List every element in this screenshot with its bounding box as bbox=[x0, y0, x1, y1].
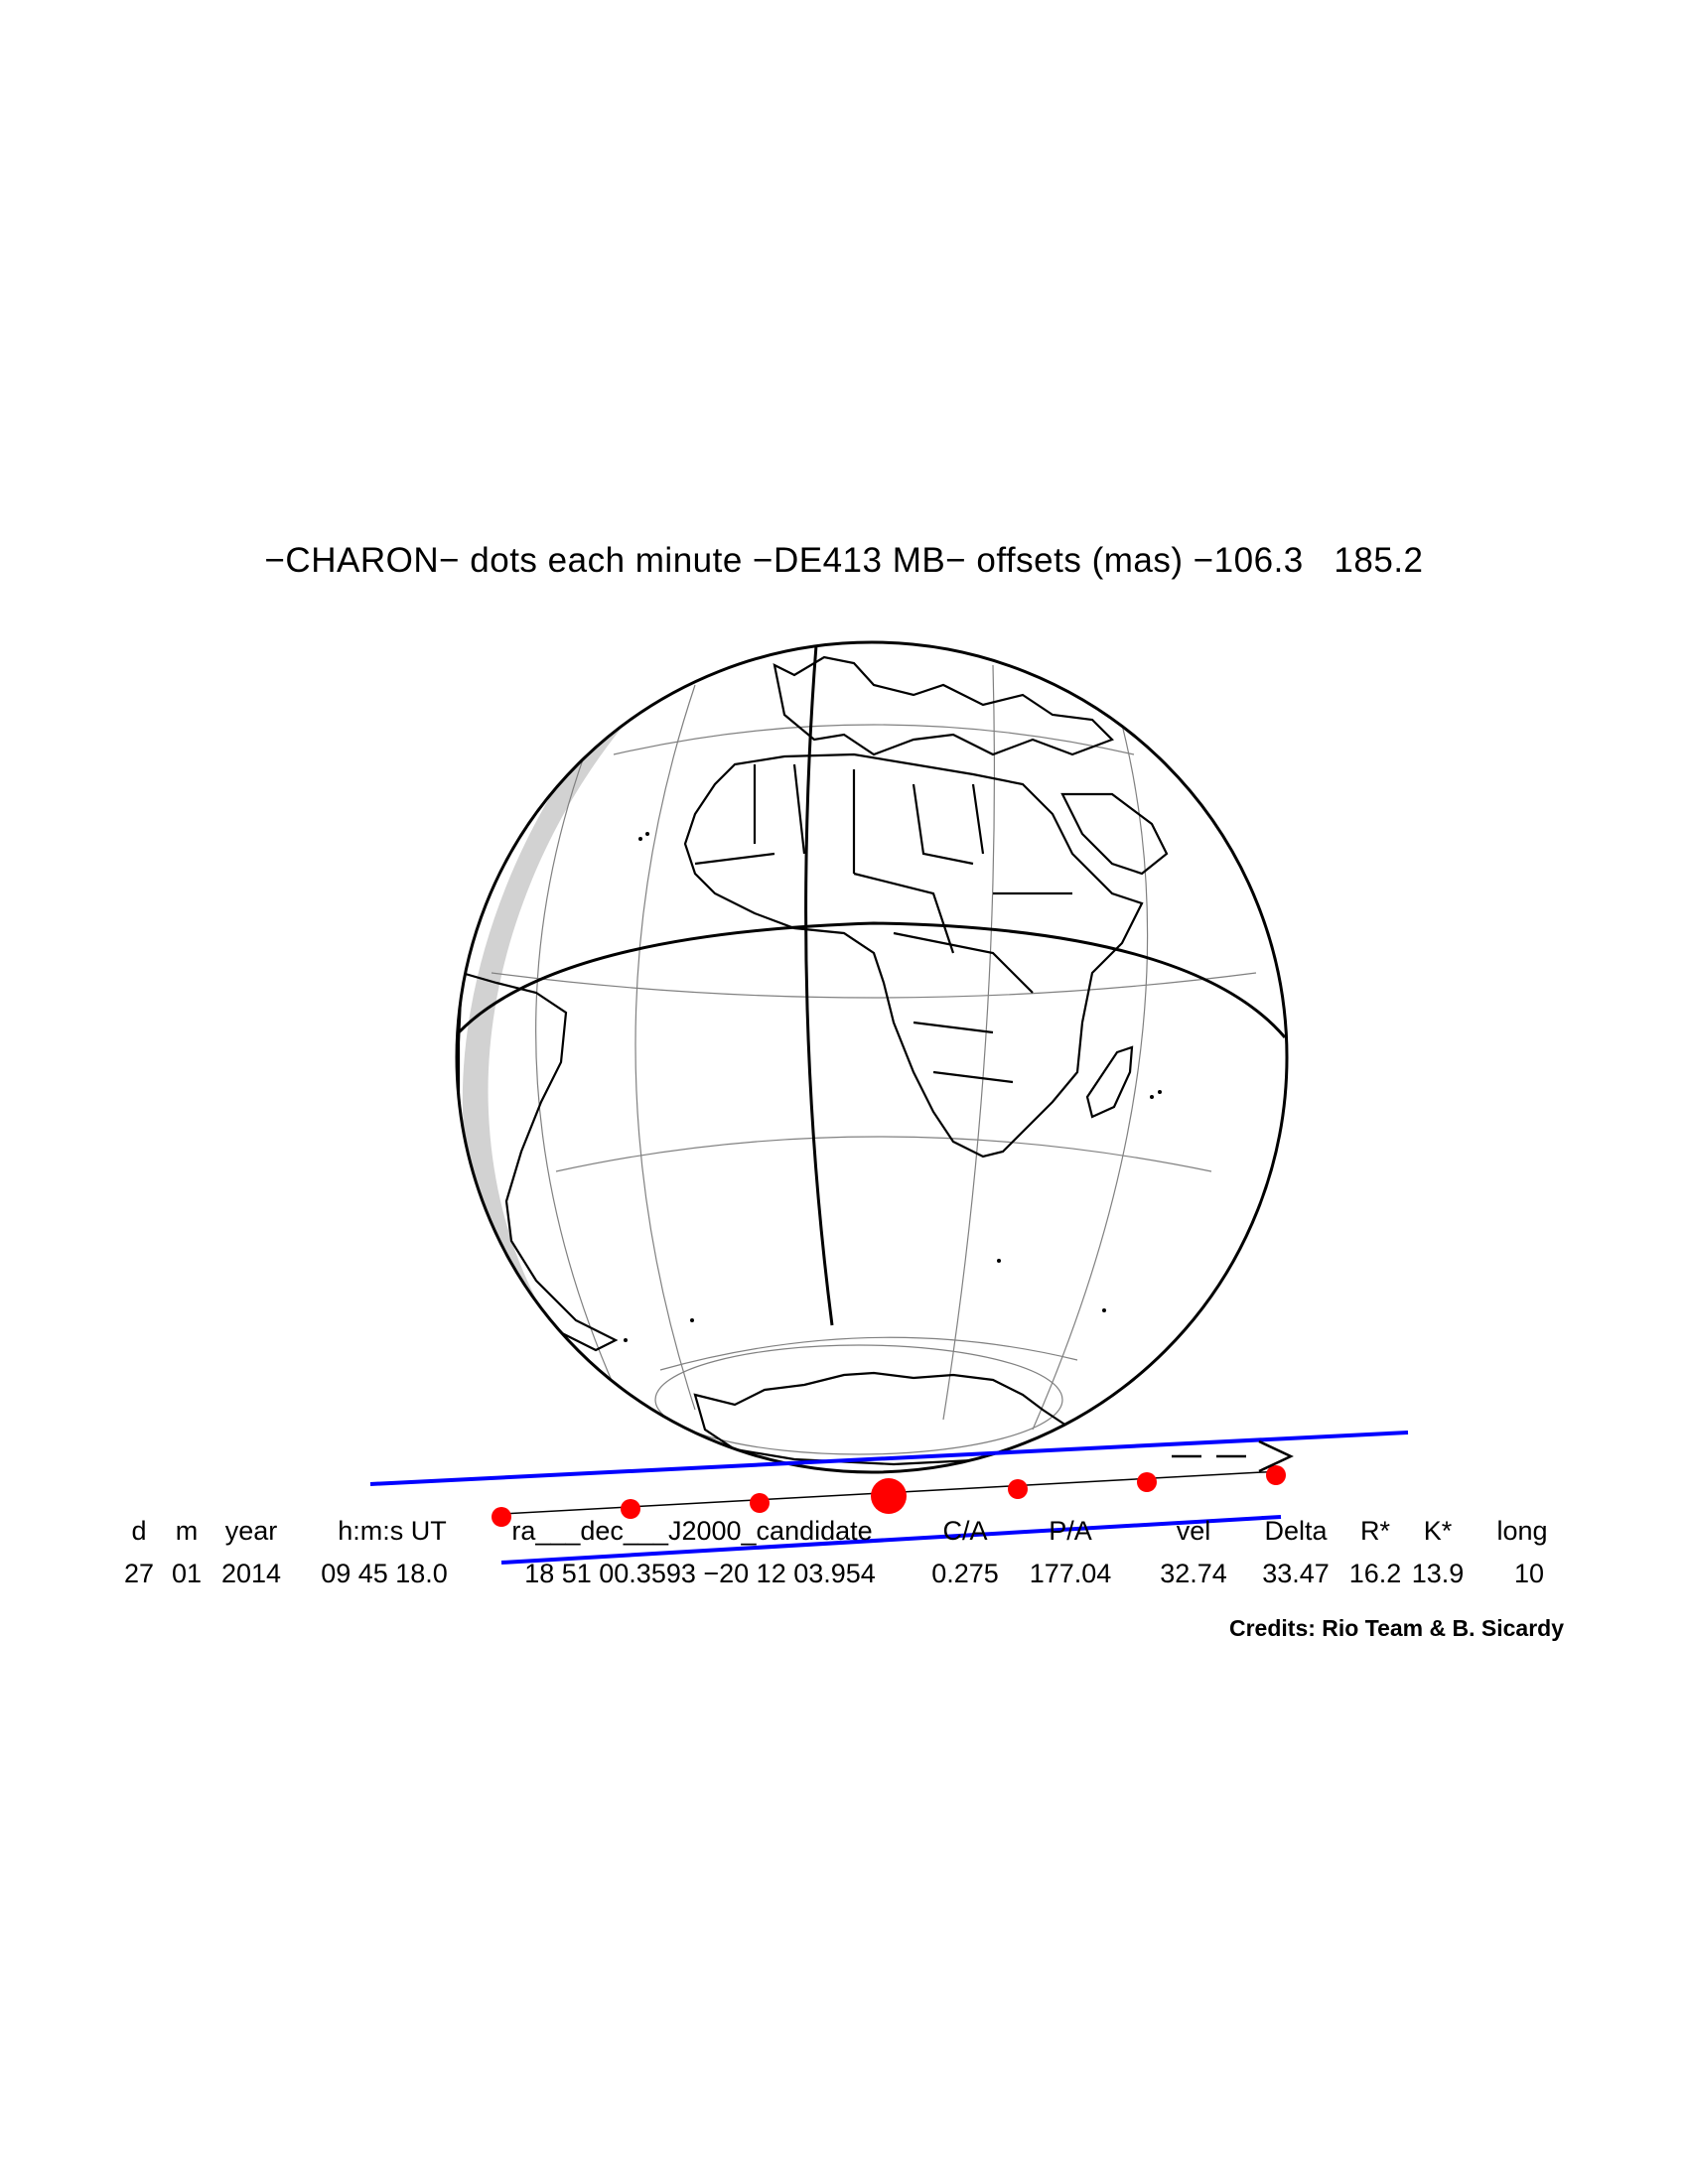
value-time: 09 45 18.0 bbox=[321, 1559, 448, 1588]
night-shade bbox=[462, 685, 655, 1434]
direction-arrow-icon bbox=[1172, 1439, 1294, 1473]
value-d: 27 bbox=[123, 1559, 155, 1588]
arabia bbox=[1060, 792, 1169, 876]
graticule-meridians bbox=[535, 664, 1149, 1431]
shadow-limit-south bbox=[500, 1515, 1282, 1565]
antarctica bbox=[693, 1371, 1074, 1466]
header-delta: Delta bbox=[1264, 1516, 1328, 1546]
minute-dot bbox=[492, 1507, 511, 1527]
minute-dot bbox=[621, 1499, 640, 1519]
header-pa: P/A bbox=[1049, 1516, 1092, 1546]
value-m: 01 bbox=[171, 1559, 203, 1588]
value-rstar: 16.2 bbox=[1348, 1559, 1402, 1588]
credits: Credits: Rio Team & B. Sicardy bbox=[1229, 1615, 1564, 1641]
header-m: m bbox=[175, 1516, 199, 1546]
prime-meridian bbox=[804, 644, 834, 1326]
minute-dots bbox=[492, 1465, 1286, 1527]
shadow-limit-north bbox=[369, 1431, 1409, 1486]
map-title: −CHARON− dots each minute −DE413 MB− off… bbox=[264, 541, 1424, 580]
globe-disk bbox=[457, 642, 1287, 1472]
closest-approach-dot bbox=[871, 1478, 907, 1514]
graticule-parallels bbox=[491, 724, 1257, 1371]
africa bbox=[683, 752, 1144, 1159]
value-ca: 0.275 bbox=[931, 1559, 999, 1588]
value-radec: 18 51 00.3593 −20 12 03.954 bbox=[524, 1559, 876, 1588]
header-d: d bbox=[131, 1516, 147, 1546]
globe-outline bbox=[455, 640, 1289, 1474]
header-vel: vel bbox=[1176, 1516, 1211, 1546]
header-time: h:m:s UT bbox=[338, 1516, 447, 1546]
value-long: 10 bbox=[1513, 1559, 1545, 1588]
value-kstar: 13.9 bbox=[1411, 1559, 1465, 1588]
value-delta: 33.47 bbox=[1262, 1559, 1330, 1588]
header-radec: ra___dec___J2000_candidate bbox=[511, 1516, 873, 1546]
europe bbox=[773, 655, 1114, 756]
africa-borders bbox=[694, 763, 1072, 1084]
header-kstar: K* bbox=[1423, 1516, 1453, 1546]
value-year: 2014 bbox=[220, 1559, 282, 1588]
equator bbox=[457, 921, 1287, 1038]
minute-dot bbox=[750, 1493, 770, 1513]
header-rstar: R* bbox=[1359, 1516, 1391, 1546]
value-vel: 32.74 bbox=[1160, 1559, 1227, 1588]
minute-dot bbox=[1266, 1465, 1286, 1485]
header-long: long bbox=[1496, 1516, 1548, 1546]
header-ca: C/A bbox=[942, 1516, 988, 1546]
polar-circle bbox=[654, 1344, 1063, 1455]
minute-dot bbox=[1008, 1479, 1028, 1499]
header-year: year bbox=[224, 1516, 278, 1546]
madagascar bbox=[1085, 1045, 1134, 1119]
minute-dot bbox=[1137, 1472, 1157, 1492]
islands bbox=[624, 832, 1162, 1342]
value-pa: 177.04 bbox=[1029, 1559, 1112, 1588]
